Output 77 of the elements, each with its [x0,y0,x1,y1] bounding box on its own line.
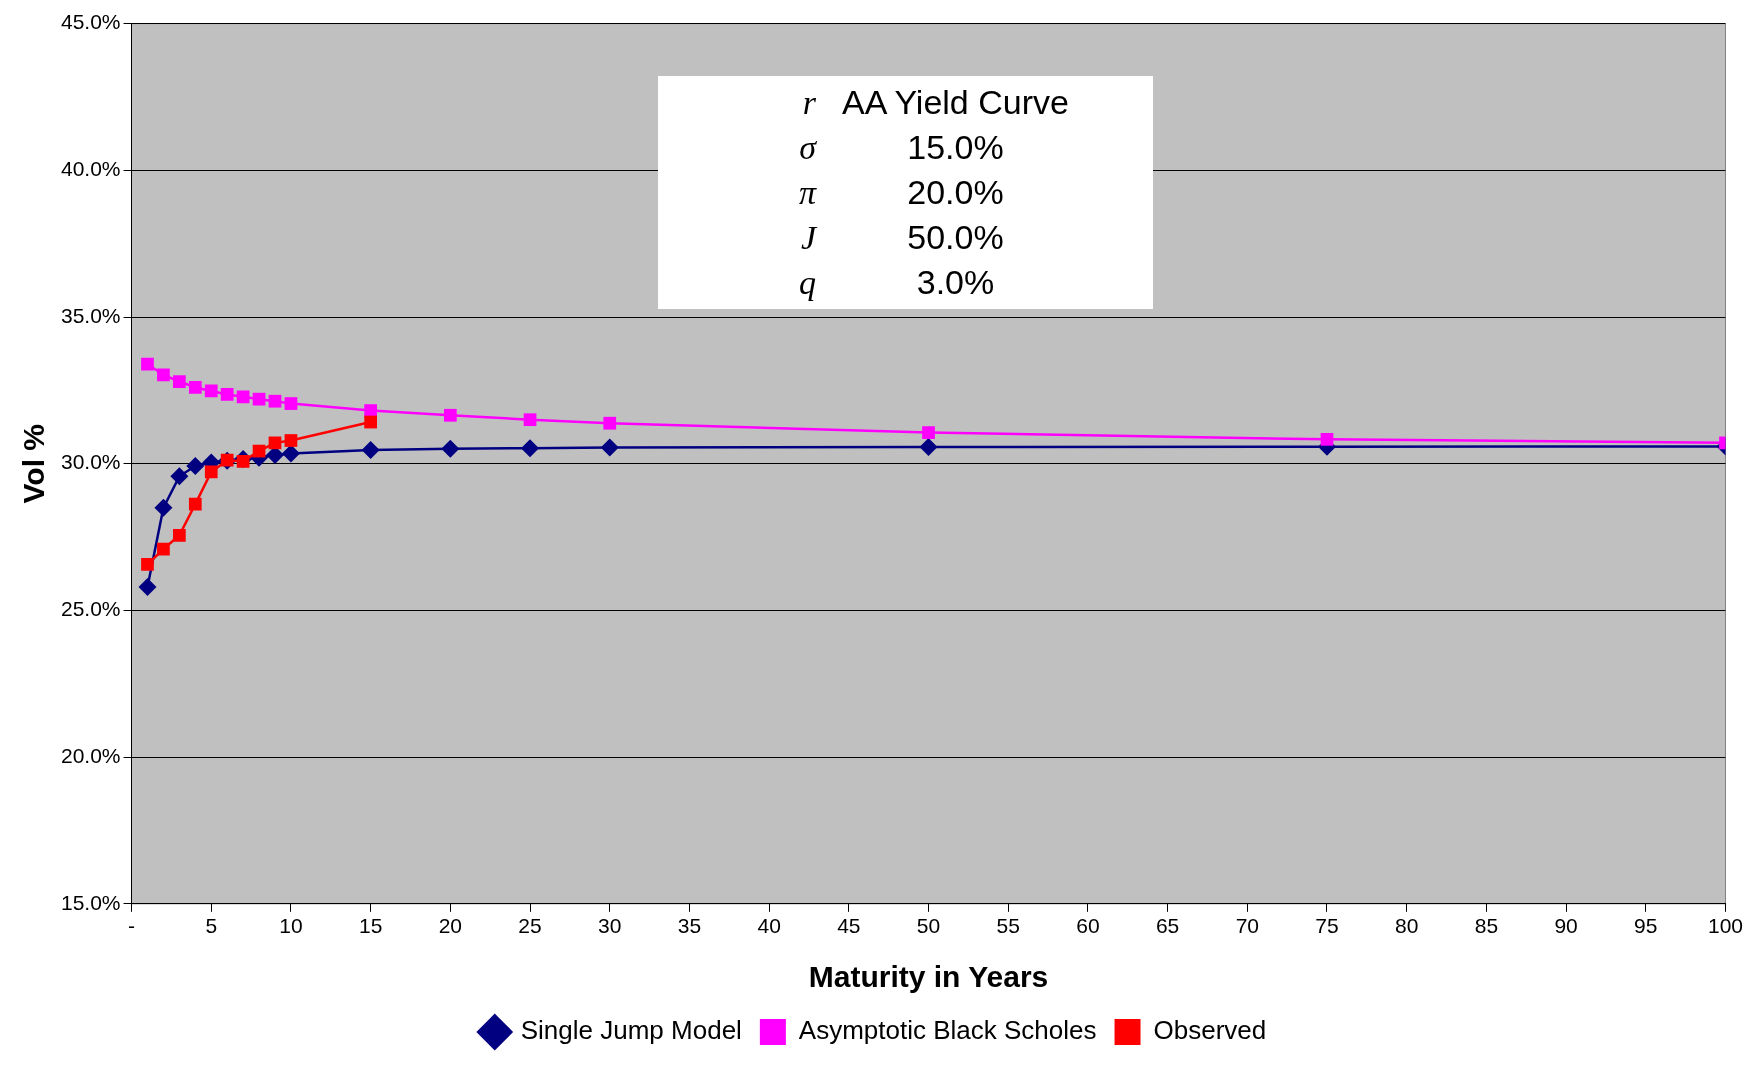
point [364,415,377,429]
x-tick-label: 15 [358,914,383,938]
point [220,388,234,401]
point [204,465,218,479]
x-tick-label: 40 [757,914,781,938]
legend-label: Observed [1153,1015,1267,1046]
point [361,440,380,459]
point [173,375,186,388]
x-tick-label: 100 [1707,914,1743,938]
point [1320,432,1334,446]
x-tick-label: 45 [837,914,861,938]
x-tick-label: 20 [438,914,463,938]
annotation: 50.0% [906,217,1005,258]
point [922,426,935,439]
x-tick-label: - [128,914,136,938]
x-tick-label: 80 [1395,914,1419,938]
point [600,438,619,457]
y-axis-title: Vol % [17,423,51,504]
point [157,368,170,382]
point [236,390,250,404]
y-tick-label: 40.0% [61,157,121,181]
annotation: J [799,218,819,258]
x-tick-label: 75 [1315,914,1339,938]
y-tick-label: 30.0% [61,450,121,474]
point [523,413,537,427]
point [157,542,170,556]
annotation: 15.0% [906,127,1005,168]
point [138,577,157,596]
annotation: σ [798,128,818,168]
y-tick-label: 25.0% [61,597,121,621]
point [919,437,938,456]
x-tick-label: 70 [1235,914,1259,938]
annotation: AA Yield Curve [841,82,1070,123]
x-tick-label: 85 [1474,914,1499,938]
y-tick-label: 35.0% [61,303,121,327]
x-tick-label: 60 [1076,914,1100,938]
y-tick-label: 45.0% [61,10,121,34]
point [236,454,250,468]
point [173,528,186,542]
point [154,498,173,517]
point [141,357,154,371]
legend-label: Single Jump Model [520,1015,742,1046]
annotation: 20.0% [906,172,1005,213]
point [284,397,298,410]
annotation: π [797,173,818,213]
point [188,381,202,394]
legend-label: Asymptotic Black Scholes [798,1015,1097,1046]
point [141,557,154,571]
point [268,394,282,408]
point [188,497,202,511]
x-tick-label: 5 [205,914,218,938]
point [186,457,205,476]
x-tick-label: 55 [996,914,1020,938]
y-tick-label: 15.0% [61,890,121,914]
x-tick-label: 95 [1634,914,1658,938]
annotation: r [801,83,817,123]
point [281,444,300,463]
point [443,408,457,422]
annotation: 3.0% [915,262,996,303]
point [204,384,218,398]
x-tick-label: 35 [677,914,702,938]
point [170,467,189,486]
point [252,392,266,406]
x-tick-label: 30 [598,914,622,938]
x-tick-label: 50 [916,914,941,938]
x-axis-title: Maturity in Years [808,960,1049,994]
annotation: q [798,263,817,303]
x-tick-label: 10 [279,914,303,938]
point [441,439,460,458]
x-tick-label: 25 [518,914,542,938]
x-tick-label: 65 [1155,914,1180,938]
x-tick-label: 90 [1554,914,1578,938]
point [284,434,298,447]
y-tick-label: 20.0% [61,743,121,767]
point [364,404,377,417]
point [603,416,617,430]
point [521,439,540,458]
